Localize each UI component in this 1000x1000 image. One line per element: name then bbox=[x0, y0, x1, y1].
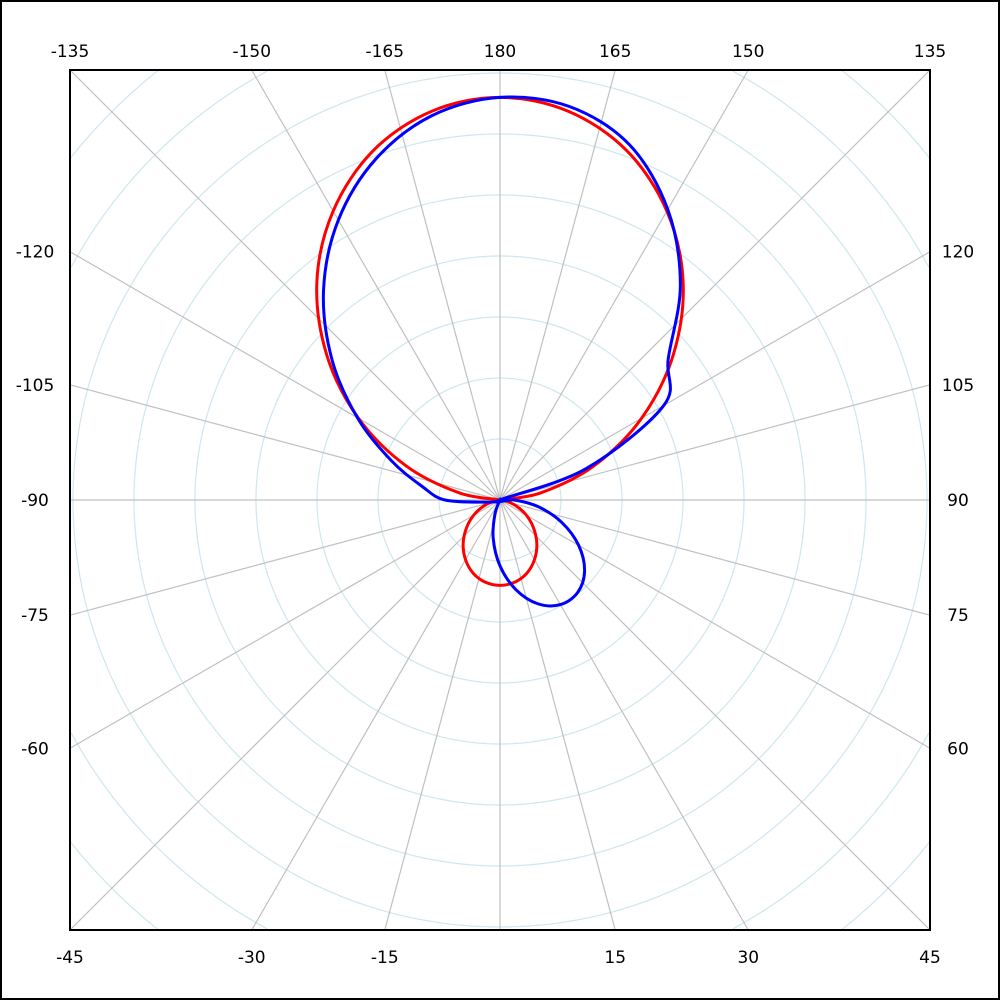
grid-spoke bbox=[499, 499, 931, 616]
grid-spoke bbox=[69, 499, 501, 749]
angle-labels: -135 -150 -165 180 165 150 135 -120 -105 -90 -75 -6… bbox=[16, 42, 975, 968]
angle-label: -120 bbox=[16, 243, 55, 263]
angle-label: 30 bbox=[737, 948, 759, 968]
grid-spoke bbox=[69, 69, 501, 501]
grid-spoke bbox=[251, 499, 501, 931]
plot-frame bbox=[69, 69, 931, 931]
angle-label: 60 bbox=[947, 739, 969, 759]
grid-spoke bbox=[499, 499, 931, 931]
grid-spoke bbox=[499, 251, 931, 501]
grid-spoke bbox=[499, 499, 616, 931]
grid bbox=[69, 69, 931, 931]
angle-label: -105 bbox=[16, 376, 55, 396]
angle-label: 45 bbox=[919, 948, 941, 968]
series-layer bbox=[315, 95, 685, 608]
grid-spoke bbox=[384, 499, 501, 931]
angle-label: 90 bbox=[947, 491, 969, 511]
angle-label: -15 bbox=[371, 948, 399, 968]
angle-label: 105 bbox=[942, 376, 974, 396]
angle-label: -165 bbox=[365, 42, 404, 62]
angle-label: 150 bbox=[732, 42, 764, 62]
angle-label: 75 bbox=[947, 606, 969, 626]
grid-spoke bbox=[499, 69, 749, 501]
angle-label: -45 bbox=[56, 948, 84, 968]
angle-label: 120 bbox=[942, 243, 974, 263]
grid-spoke bbox=[384, 69, 501, 501]
angle-label: -90 bbox=[21, 491, 49, 511]
grid-spoke bbox=[251, 69, 501, 501]
grid-spoke bbox=[499, 499, 931, 749]
angle-label: -30 bbox=[238, 948, 266, 968]
grid-spoke bbox=[499, 69, 931, 501]
angle-label: 15 bbox=[604, 948, 626, 968]
grid-spoke bbox=[69, 251, 501, 501]
angle-label: -60 bbox=[21, 739, 49, 759]
grid-spoke bbox=[499, 69, 616, 501]
angle-label: -135 bbox=[51, 42, 90, 62]
angle-label: -75 bbox=[21, 606, 49, 626]
angle-label: 135 bbox=[914, 42, 946, 62]
grid-spoke bbox=[69, 499, 501, 616]
angle-label: 165 bbox=[599, 42, 631, 62]
series-2-line bbox=[321, 95, 682, 608]
angle-label: 180 bbox=[484, 42, 516, 62]
angle-label: -150 bbox=[232, 42, 271, 62]
grid-spoke bbox=[499, 499, 749, 931]
grid-spoke bbox=[69, 499, 501, 931]
